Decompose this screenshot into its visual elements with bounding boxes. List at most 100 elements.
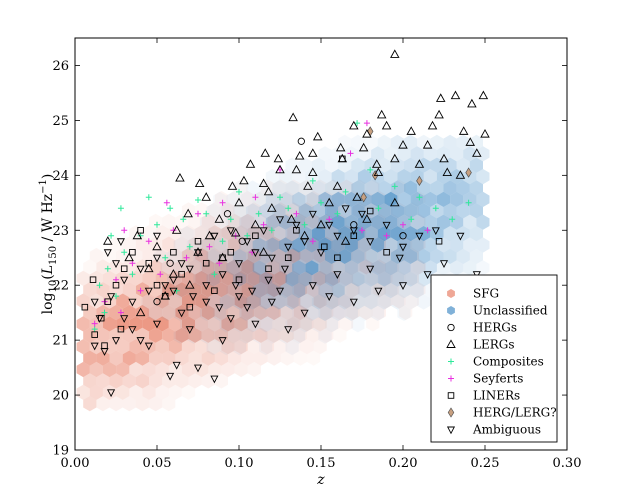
data-point-liners — [153, 281, 161, 289]
hexbin-cell — [307, 327, 321, 343]
hexbin-cell — [404, 226, 418, 242]
hexbin-cell — [476, 214, 490, 230]
data-point-ambiguous — [136, 265, 145, 274]
data-point-hergs — [297, 137, 305, 145]
hexbin-cell — [116, 339, 130, 355]
hexbin-cell — [168, 247, 182, 264]
hexbin-cell — [364, 226, 378, 242]
data-point-liners — [104, 298, 112, 305]
hexbin-cell — [247, 316, 261, 332]
hexbin-cell — [450, 191, 464, 207]
hexbin-cell — [239, 214, 253, 230]
data-point-ambiguous — [90, 298, 99, 307]
hexbin-cell — [300, 339, 314, 355]
hexbin-cell — [311, 157, 325, 173]
legend-marker-unclassified — [447, 306, 455, 315]
hexbin-cell — [109, 236, 123, 252]
data-point-ambiguous — [325, 221, 334, 230]
data-point-composites — [121, 249, 128, 256]
hexbin-cell — [259, 294, 273, 310]
hexbin-cell — [377, 203, 391, 219]
hexbin-cell — [175, 327, 189, 343]
hexbin-cell — [300, 316, 314, 332]
data-point-composites — [101, 309, 108, 316]
hexbin-cell — [272, 226, 286, 242]
hexbin-cell — [344, 169, 358, 185]
hexbin-cell — [83, 373, 97, 389]
hexbin-cell — [397, 260, 411, 276]
hexbin-cell — [214, 236, 228, 252]
hexbin-cell — [280, 327, 294, 343]
hexbin-cell — [331, 169, 345, 185]
hexbin-cell — [129, 361, 143, 378]
hexbin-cell — [364, 203, 378, 219]
data-point-ambiguous — [202, 282, 211, 290]
data-point-composites — [301, 221, 308, 228]
hexbin-cell — [423, 214, 437, 230]
hexbin-cell — [318, 146, 332, 162]
hexbin-cell — [213, 305, 227, 321]
hexbin-cell — [206, 340, 220, 356]
hexbin-cell — [102, 361, 117, 378]
hexbin-cell — [397, 146, 411, 162]
hexbin-cell — [234, 361, 248, 378]
hexbin-cell — [417, 248, 431, 264]
data-point-seyferts — [219, 199, 226, 206]
hexbin-cell — [135, 373, 149, 389]
hexbin-cell — [173, 237, 187, 253]
hexbin-cell — [313, 202, 327, 218]
hexbin-cell — [377, 157, 391, 173]
hexbin-cell — [313, 293, 327, 309]
data-point-ambiguous — [218, 271, 227, 279]
hexbin-cell — [331, 214, 345, 230]
hexbin-cell — [436, 146, 451, 162]
hexbin-cell — [89, 293, 103, 309]
legend-label-lergs: LERGs — [473, 338, 515, 352]
data-point-liners — [194, 238, 202, 245]
data-point-lergs — [193, 247, 203, 256]
hexbin-cell — [162, 373, 176, 389]
hexbin-cell — [405, 270, 419, 286]
hexbin-cell — [241, 213, 255, 229]
data-point-composites — [236, 188, 242, 195]
hexbin-cell — [96, 373, 110, 389]
hexbin-cell — [195, 293, 209, 309]
y-tick-label: 21 — [52, 334, 69, 349]
data-point-ambiguous — [243, 238, 252, 247]
data-point-ambiguous — [292, 221, 301, 230]
hexbin-cell — [371, 283, 385, 299]
hexbin-cell — [188, 259, 202, 275]
hexbin-cell — [274, 202, 288, 218]
hexbin-cell — [199, 283, 214, 299]
data-point-lergs — [308, 148, 318, 157]
hexbin-cell — [254, 236, 268, 252]
data-point-composites — [113, 293, 119, 300]
hexbin-cell — [412, 282, 426, 298]
data-point-seyferts — [113, 276, 119, 283]
hexbin-cell — [122, 396, 136, 412]
data-point-ambiguous — [243, 304, 252, 312]
hexbin-cell — [265, 328, 279, 344]
data-point-composites — [432, 205, 439, 212]
data-point-ambiguous — [357, 210, 367, 219]
legend-label-hergs: HERGs — [473, 321, 517, 335]
hexbin-cell — [201, 327, 215, 343]
hexbin-cell — [175, 213, 189, 229]
hexbin-cell — [102, 316, 117, 332]
x-tick-label: 0.05 — [143, 456, 172, 471]
hexbin-cell — [386, 259, 400, 275]
data-point-composites — [108, 232, 115, 239]
hexbin-cell — [149, 304, 163, 321]
hexbin-cell — [338, 271, 352, 287]
data-point-ambiguous — [144, 287, 153, 296]
data-point-lergs — [183, 208, 193, 218]
hexbin-cell — [206, 203, 220, 219]
hexbin-cell — [377, 248, 391, 264]
hexbin-cell — [320, 304, 334, 321]
data-point-ambiguous — [166, 372, 175, 381]
hexbin-cell — [344, 191, 358, 207]
data-point-ambiguous — [267, 254, 276, 263]
hexbin-cell — [274, 316, 288, 332]
data-point-ambiguous — [423, 271, 432, 279]
data-point-liners — [120, 265, 128, 272]
